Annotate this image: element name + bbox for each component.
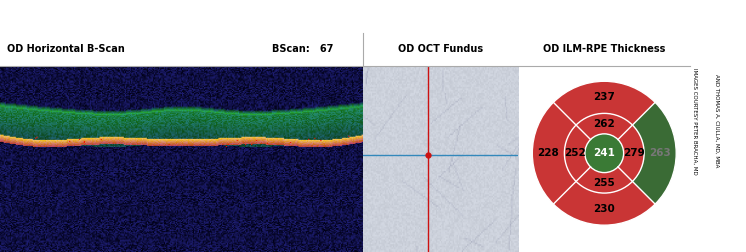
Text: 252: 252 — [564, 148, 586, 158]
Text: OD ILM-RPE Thickness: OD ILM-RPE Thickness — [543, 44, 665, 54]
Text: BScan:   67: BScan: 67 — [272, 44, 334, 54]
Text: 241: 241 — [593, 148, 615, 158]
Wedge shape — [554, 181, 655, 225]
Text: 237: 237 — [593, 92, 615, 102]
Circle shape — [585, 134, 624, 173]
Wedge shape — [633, 102, 676, 204]
Text: 255: 255 — [593, 178, 615, 188]
Text: 230: 230 — [593, 204, 615, 214]
Text: AND THOMAS A. CIULLA, MD, MBA: AND THOMAS A. CIULLA, MD, MBA — [715, 74, 720, 168]
Text: 263: 263 — [649, 148, 671, 158]
Text: OD Horizontal B-Scan: OD Horizontal B-Scan — [7, 44, 125, 54]
Text: OD OCT Fundus: OD OCT Fundus — [398, 44, 483, 54]
Wedge shape — [565, 125, 591, 181]
Text: 228: 228 — [537, 148, 560, 158]
Text: IMAGES COURTESY PETER BRACHA, MD: IMAGES COURTESY PETER BRACHA, MD — [692, 68, 698, 174]
Wedge shape — [618, 125, 644, 181]
Wedge shape — [576, 167, 633, 193]
Wedge shape — [554, 81, 655, 125]
Wedge shape — [533, 102, 576, 204]
Text: 279: 279 — [623, 148, 645, 158]
Wedge shape — [576, 113, 633, 140]
Text: 262: 262 — [593, 119, 615, 129]
